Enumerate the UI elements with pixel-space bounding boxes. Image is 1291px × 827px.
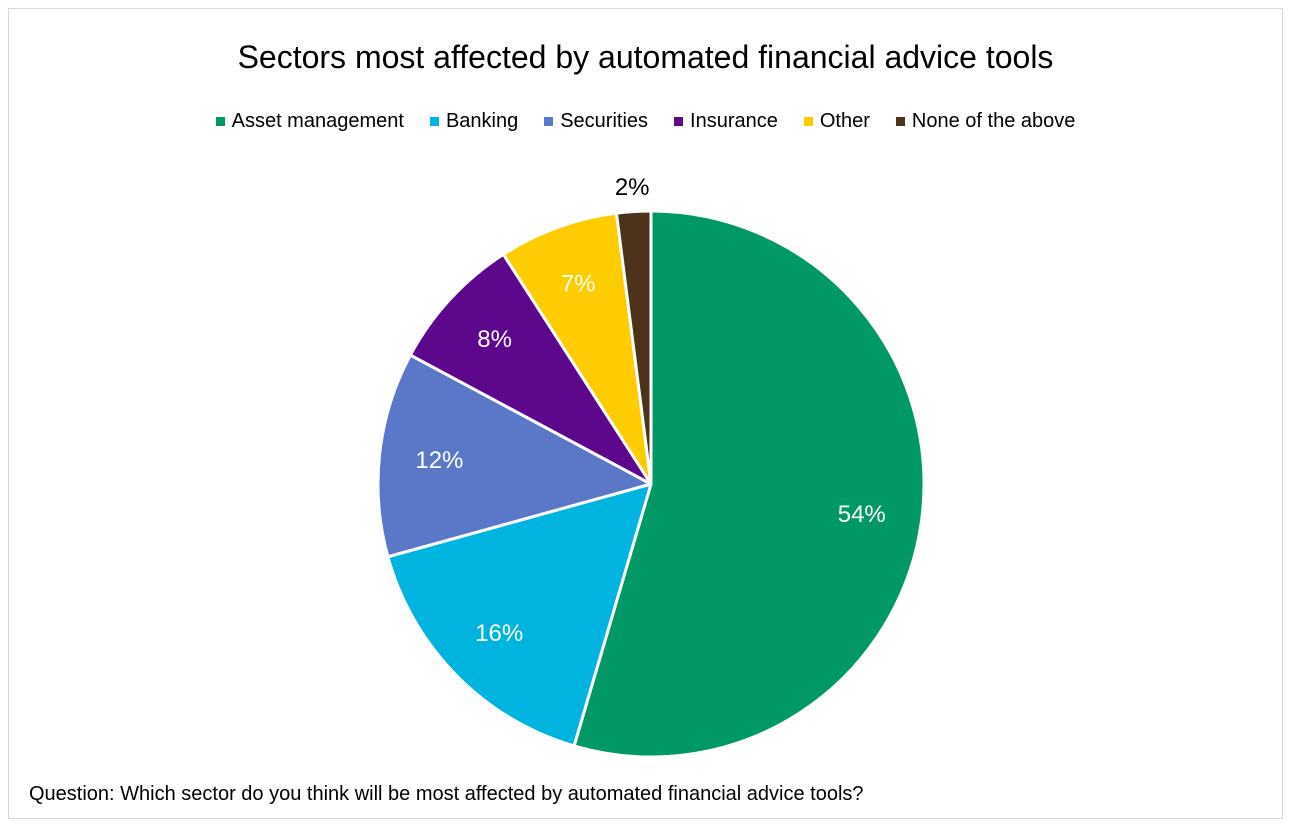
legend-item: None of the above (895, 110, 1076, 133)
legend-label: Securities (560, 110, 649, 132)
legend-item: Other (803, 110, 870, 133)
legend-swatch (803, 117, 813, 126)
legend-swatch (544, 117, 554, 126)
chart-title: Sectors most affected by automated finan… (237, 39, 1054, 75)
slice-data-label: 12% (415, 447, 463, 474)
legend-label: Insurance (690, 110, 778, 132)
pie-slice (501, 211, 653, 486)
pie-slice (376, 353, 653, 559)
slice-data-label: 16% (475, 620, 523, 647)
legend-item: Securities (544, 110, 648, 133)
legend-label: Asset management (231, 110, 404, 132)
slice-data-label: 8% (477, 326, 512, 353)
legend-swatch (429, 117, 439, 126)
legend-label: Banking (445, 110, 519, 132)
slice-data-label: 7% (561, 270, 596, 297)
footnote: Question: Which sector do you think will… (29, 783, 864, 805)
legend-swatch (215, 117, 225, 126)
legend-swatch (674, 117, 684, 126)
chart-legend: Asset management Banking Securities Insuran… (9, 110, 1282, 133)
pie-slice (572, 209, 926, 759)
legend-item: Banking (429, 110, 519, 133)
slice-data-label: 54% (838, 501, 886, 528)
slice-data-label: 2% (615, 174, 650, 201)
pie-slice (386, 482, 653, 748)
legend-item: Asset management (215, 110, 404, 133)
legend-item: Insurance (674, 110, 778, 133)
pie-slice (408, 252, 653, 486)
legend-label: Other (819, 110, 870, 132)
pie-slice (614, 209, 653, 486)
legend-label: None of the above (911, 110, 1076, 132)
legend-swatch (895, 117, 905, 126)
